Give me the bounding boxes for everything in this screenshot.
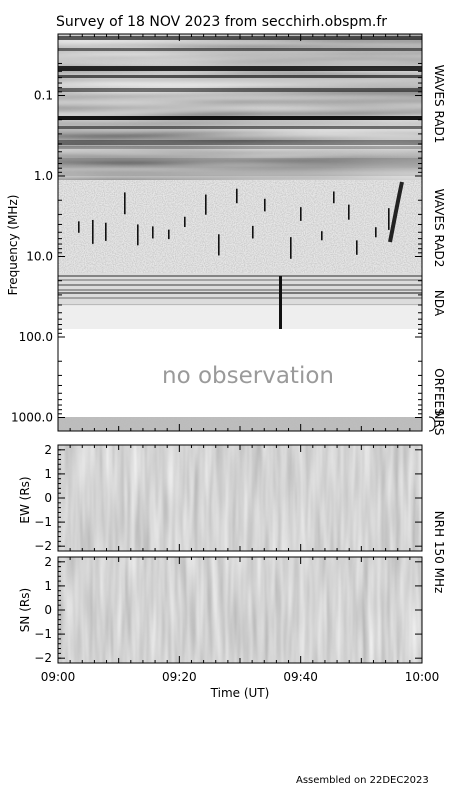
- rad2-burst-mark: [168, 229, 170, 240]
- rad2-burst-mark: [92, 219, 94, 244]
- rad2-band: [58, 180, 422, 273]
- rad1-stripe: [58, 48, 422, 51]
- spectrum-panel: no observation 0.1 1.0 10.0 100.0 1000.0 Fre…: [6, 33, 423, 432]
- rad2-burst-mark: [264, 198, 266, 212]
- nda-burst-mark: [279, 276, 282, 329]
- rad1-stripe: [58, 140, 422, 145]
- rad2-burst-mark: [105, 222, 107, 241]
- instrument-label: ORFEES: [432, 368, 446, 415]
- ew-y-tick-label: 0: [44, 491, 52, 505]
- sn-y-tick-label: 0: [44, 603, 52, 617]
- instrument-label: WAVES RAD1: [432, 65, 446, 144]
- rad2-burst-mark: [300, 207, 302, 221]
- sn-y-tick-label: −1: [34, 627, 52, 641]
- spectrum-y-axis-label: Frequency (MHz): [6, 195, 20, 296]
- nda-band: [58, 273, 422, 329]
- rad2-burst-mark: [290, 237, 292, 259]
- x-tick-label: 09:00: [41, 670, 76, 684]
- nrs-band: [58, 417, 422, 431]
- rad2-burst-mark: [152, 226, 154, 239]
- rad1-stripe: [58, 75, 422, 78]
- no-observation-label: no observation: [162, 363, 334, 389]
- spectrum-y-tick-label: 1.0: [34, 169, 53, 183]
- rad2-burst-mark: [252, 225, 254, 239]
- rad1-stripe: [58, 88, 422, 92]
- rad2-burst-mark: [388, 208, 390, 230]
- spectrum-y-tick-label: 100.0: [19, 330, 53, 344]
- orfees-band: no observation: [58, 329, 422, 417]
- sn-y-tick-label: 1: [44, 579, 52, 593]
- x-axis: 09:00 09:20 09:40 10:00: [41, 34, 440, 684]
- rad2-burst-mark: [236, 188, 238, 204]
- rad1-stripe: [58, 146, 422, 149]
- rad2-burst-mark: [137, 224, 139, 246]
- rad2-burst-mark: [356, 240, 358, 255]
- x-tick-label: 09:40: [283, 670, 318, 684]
- rad1-stripe: [58, 66, 422, 71]
- rad2-burst-mark: [205, 194, 207, 215]
- spectrum-y-tick-label: 0.1: [34, 89, 53, 103]
- ew-y-tick-label: −2: [34, 539, 52, 553]
- nrh-sn-panel: 2 1 0 −1 −2 SN (Rs): [18, 555, 423, 665]
- spectrum-y-tick-label: 1000.0: [11, 411, 53, 425]
- instrument-label: WAVES RAD2: [432, 189, 446, 268]
- rad1-stripe: [58, 126, 422, 129]
- spectrum-y-tick-label: 10.0: [26, 250, 53, 264]
- rad2-burst-mark: [184, 216, 186, 228]
- x-tick-label: 10:00: [405, 670, 440, 684]
- rad2-burst-mark: [348, 204, 350, 220]
- ew-y-tick-label: 1: [44, 467, 52, 481]
- rad2-burst-mark: [375, 227, 377, 238]
- x-tick-label: 09:20: [162, 670, 197, 684]
- x-axis-label: Time (UT): [210, 686, 270, 700]
- instrument-label: NDA: [432, 290, 446, 317]
- instrument-label: NRS: [432, 411, 446, 436]
- nrs-bracket: [428, 416, 436, 432]
- rad1-stripe: [58, 168, 422, 176]
- rad2-burst-mark: [124, 192, 126, 215]
- rad1-stripe: [58, 116, 422, 120]
- ew-y-tick-label: −1: [34, 515, 52, 529]
- rad1-band: [58, 34, 422, 182]
- sn-y-tick-label: −2: [34, 651, 52, 665]
- sn-y-axis-label: SN (Rs): [18, 588, 32, 632]
- ew-y-tick-label: 2: [44, 443, 52, 457]
- nrh-ew-panel: 2 1 0 −1 −2 EW (Rs): [18, 443, 423, 553]
- rad2-burst-mark: [333, 191, 335, 204]
- nda-quiet-band: [58, 305, 422, 329]
- nrh-instrument-label: NRH 150 MHz: [432, 511, 446, 594]
- rad2-burst-mark: [78, 221, 80, 233]
- rad2-burst-mark: [321, 231, 323, 241]
- footer-note: Assembled on 22DEC2023: [296, 775, 429, 786]
- rad1-stripe: [58, 158, 422, 168]
- rad2-burst-mark: [218, 234, 220, 256]
- sn-y-tick-label: 2: [44, 555, 52, 569]
- rad2-type-iii-burst: [388, 181, 404, 243]
- ew-y-axis-label: EW (Rs): [18, 476, 32, 523]
- chart-title: Survey of 18 NOV 2023 from secchirh.obsp…: [56, 14, 387, 30]
